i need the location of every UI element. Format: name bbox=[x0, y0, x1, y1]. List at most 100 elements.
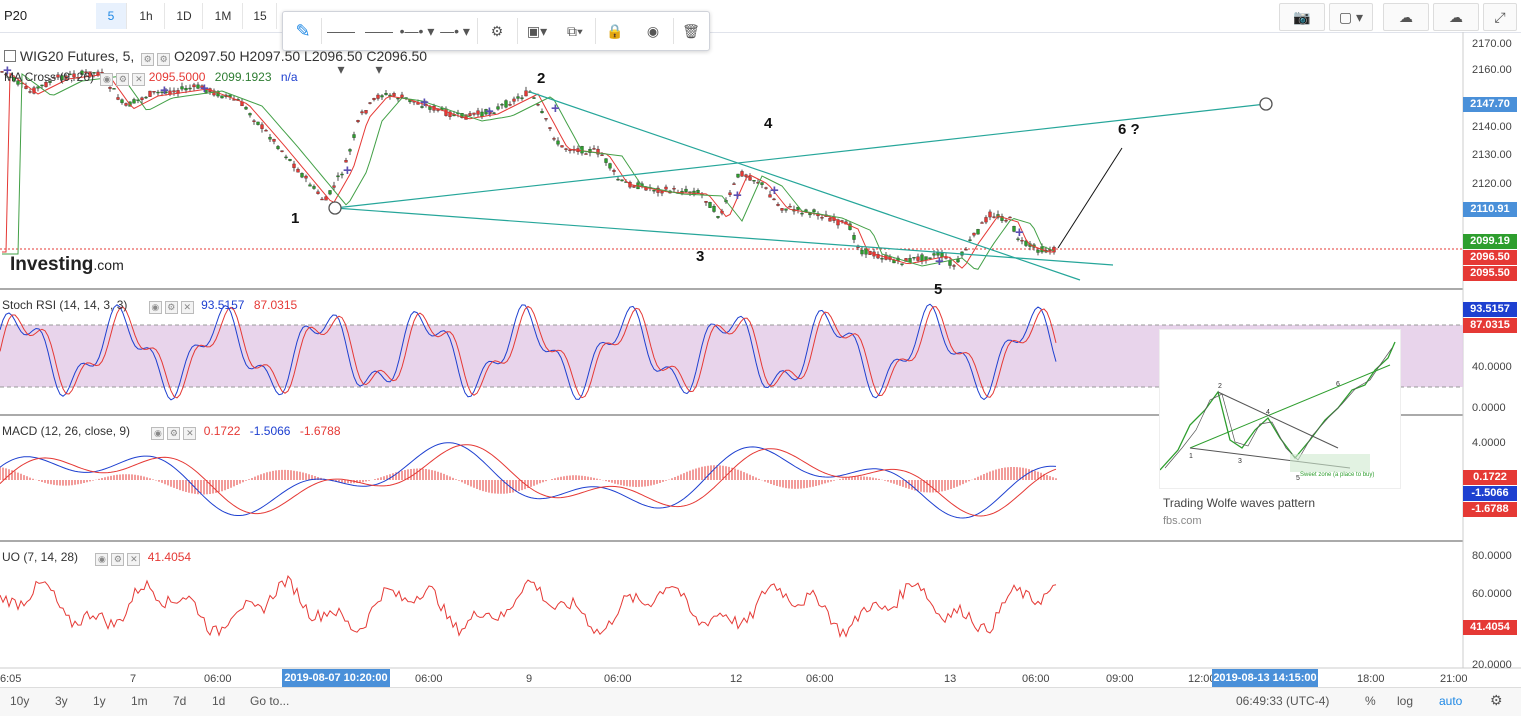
gear-icon[interactable]: ⚙ bbox=[167, 427, 181, 440]
eye-icon[interactable]: ◉ bbox=[151, 427, 165, 440]
candle-body bbox=[36, 86, 40, 89]
wolfe-line-1-3[interactable] bbox=[334, 207, 1114, 266]
main-legend: WIG20 Futures, 5, ⚙ ⚙ O2097.50 H2097.50 L… bbox=[4, 48, 427, 66]
candle-body bbox=[392, 93, 396, 97]
eye-icon[interactable]: ◉ bbox=[148, 301, 162, 314]
time-tick: 06:00 bbox=[604, 673, 632, 685]
timeframe-1h[interactable]: 1h bbox=[128, 3, 165, 29]
symbol-input[interactable]: P20 bbox=[4, 8, 28, 23]
ma-cross-marker: + bbox=[733, 187, 742, 204]
candle-body bbox=[704, 200, 708, 203]
line-style-button[interactable]: •—• ▾ bbox=[399, 23, 435, 39]
chart-style-button[interactable]: ▢ ▾ bbox=[1329, 3, 1373, 31]
candle-body bbox=[12, 77, 16, 82]
timeframe-5[interactable]: 5 bbox=[96, 3, 127, 29]
price-tick: 2160.00 bbox=[1472, 64, 1512, 76]
price-pane[interactable]: ++++++++++++ bbox=[0, 62, 1463, 281]
wolfe-line-1-4[interactable] bbox=[334, 103, 1267, 209]
line-end-button[interactable]: —• ▾ bbox=[440, 23, 470, 39]
candle-body bbox=[272, 139, 276, 142]
candle-body bbox=[420, 106, 424, 108]
wolfe-line-2-4[interactable] bbox=[529, 91, 1081, 281]
legend-settings-icon[interactable]: ⚙ bbox=[141, 53, 155, 66]
layers-icon[interactable]: ▣▾ bbox=[526, 23, 548, 39]
candle-body bbox=[728, 192, 732, 195]
line-color-button[interactable]: —— ▾ bbox=[327, 23, 355, 77]
gear-icon[interactable]: ⚙ bbox=[116, 73, 130, 86]
cloud-download-icon[interactable]: ☁ bbox=[1383, 3, 1429, 31]
ma-value-3: n/a bbox=[280, 70, 298, 84]
candle-body bbox=[784, 208, 788, 211]
candle-body bbox=[712, 206, 716, 212]
range-10y[interactable]: 10y bbox=[10, 694, 30, 708]
line-width-button[interactable]: —— ▾ bbox=[365, 23, 393, 77]
candle-body bbox=[980, 222, 984, 224]
log-toggle[interactable]: log bbox=[1397, 694, 1414, 708]
gear-icon[interactable]: ⚙ bbox=[164, 301, 178, 314]
pencil-icon[interactable]: ✎ bbox=[295, 21, 311, 41]
range-1d[interactable]: 1d bbox=[212, 694, 226, 708]
trash-icon[interactable]: 🗑 bbox=[682, 23, 700, 39]
candle-body bbox=[760, 182, 764, 185]
macd-name: MACD (12, 26, close, 9) bbox=[2, 424, 131, 438]
candle-body bbox=[264, 129, 268, 132]
close-icon[interactable]: ✕ bbox=[180, 301, 194, 314]
candle-body bbox=[232, 99, 236, 101]
camera-icon[interactable]: 📷 bbox=[1279, 3, 1325, 31]
candle-body bbox=[488, 111, 492, 114]
candle-body bbox=[200, 85, 204, 89]
range-1m[interactable]: 1m bbox=[131, 694, 148, 708]
range-1y[interactable]: 1y bbox=[93, 694, 106, 708]
goto-button[interactable]: Go to... bbox=[250, 694, 290, 708]
candle-body bbox=[196, 84, 200, 89]
eye-icon[interactable]: ◉ bbox=[646, 23, 660, 39]
close-icon[interactable]: ✕ bbox=[183, 427, 197, 440]
candle-body bbox=[16, 80, 20, 85]
wolfe-target-line[interactable] bbox=[1057, 147, 1123, 249]
timeframe-15[interactable]: 15 bbox=[244, 3, 277, 29]
settings-gear-icon[interactable]: ⚙ bbox=[1490, 692, 1503, 708]
candle-body bbox=[480, 111, 484, 117]
candle-body bbox=[1012, 226, 1016, 232]
ohlc-low: L2096.50 bbox=[304, 48, 363, 64]
copy-icon[interactable]: ⧉▾ bbox=[567, 23, 583, 39]
wolfe-label-5: 5 bbox=[934, 281, 943, 298]
candle-body bbox=[768, 194, 772, 198]
candle-body bbox=[992, 216, 996, 218]
range-7d[interactable]: 7d bbox=[173, 694, 187, 708]
timeframe-1d[interactable]: 1D bbox=[166, 3, 203, 29]
range-3y[interactable]: 3y bbox=[55, 694, 68, 708]
candle-body bbox=[752, 180, 756, 182]
macd-pane[interactable] bbox=[0, 442, 1057, 519]
cloud-upload-icon[interactable]: ☁ bbox=[1433, 3, 1479, 31]
auto-toggle[interactable]: auto bbox=[1439, 694, 1463, 708]
inset-label-4: 4 bbox=[1266, 409, 1270, 416]
eye-icon[interactable]: ◉ bbox=[100, 73, 114, 86]
lock-icon[interactable]: 🔒 bbox=[606, 23, 624, 39]
candle-body bbox=[188, 87, 192, 90]
gear-icon[interactable]: ⚙ bbox=[490, 23, 504, 39]
wolfe-anchor-end[interactable] bbox=[1259, 97, 1273, 111]
ma-cross-marker: + bbox=[343, 162, 352, 179]
fullscreen-icon[interactable]: ⤢ bbox=[1483, 3, 1517, 31]
candle-body bbox=[144, 96, 148, 99]
wolfe-anchor-start[interactable] bbox=[328, 201, 342, 215]
ma-cross-marker: + bbox=[160, 82, 169, 99]
percent-toggle[interactable]: % bbox=[1365, 694, 1376, 708]
close-icon[interactable]: ✕ bbox=[132, 73, 146, 86]
uo-tag-value: 41.4054 bbox=[1463, 620, 1517, 635]
candle-body bbox=[928, 257, 932, 260]
legend-settings-icon-2[interactable]: ⚙ bbox=[157, 53, 171, 66]
timeframe-1m[interactable]: 1M bbox=[204, 3, 243, 29]
close-icon[interactable]: ✕ bbox=[127, 553, 141, 566]
ma-cross-marker: + bbox=[551, 100, 560, 117]
stoch-tag-k: 93.5157 bbox=[1463, 302, 1517, 317]
candle-body bbox=[812, 209, 816, 213]
eye-icon[interactable]: ◉ bbox=[95, 553, 109, 566]
gear-icon[interactable]: ⚙ bbox=[111, 553, 125, 566]
uo-pane[interactable] bbox=[0, 575, 1057, 639]
candlestick-series bbox=[0, 68, 1056, 270]
candle-body bbox=[736, 173, 740, 178]
candle-body bbox=[1024, 240, 1028, 246]
candle-body bbox=[192, 84, 196, 88]
